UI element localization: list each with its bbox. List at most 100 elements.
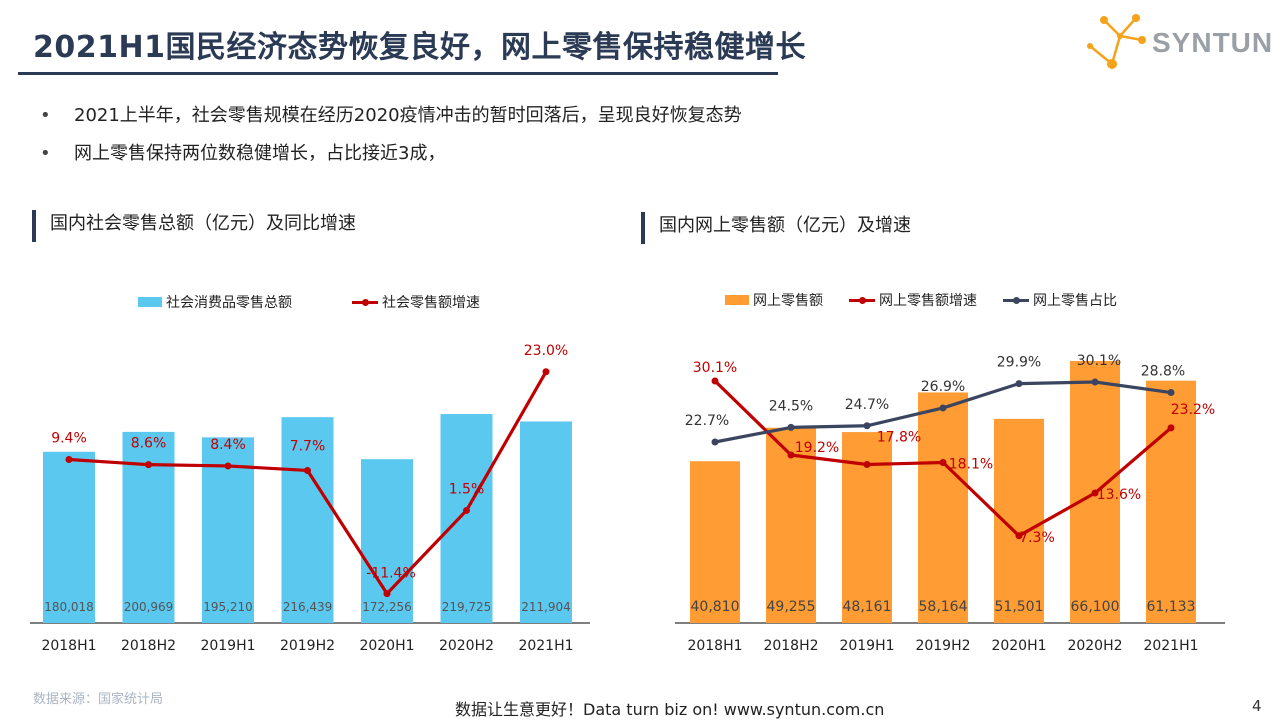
bar: [1146, 380, 1196, 623]
line-value-label: 24.7%: [845, 397, 889, 413]
x-tick-label: 2018H2: [763, 638, 818, 654]
line-value-label: 19.2%: [795, 440, 839, 456]
line-value-label: 26.9%: [921, 379, 965, 395]
x-tick-label: 2020H1: [359, 638, 414, 654]
bullet-marker: •: [40, 105, 51, 126]
line-point: [224, 462, 232, 470]
bar-value-label: 48,161: [843, 599, 892, 615]
bullet-text: 网上零售保持两位数稳健增长，占比接近3成，: [74, 143, 446, 164]
bar-value-label: 49,255: [767, 599, 816, 615]
line-point: [1015, 532, 1023, 540]
bar: [440, 414, 493, 623]
x-tick-label: 2020H2: [439, 638, 494, 654]
line-point: [787, 423, 795, 431]
x-tick-label: 2020H1: [991, 638, 1046, 654]
line-point: [863, 422, 871, 430]
line-point: [542, 368, 550, 376]
legend-swatch: [1003, 296, 1029, 304]
bar-value-label: 219,725: [442, 600, 492, 614]
line-point: [145, 461, 152, 469]
bar: [43, 451, 95, 623]
line-point: [383, 590, 391, 598]
bullet-text: 2021上半年，社会零售规模在经历2020疫情冲击的暂时回落后，呈现良好恢复态势: [74, 105, 742, 126]
line-value-label: 9.4%: [51, 431, 87, 447]
legend-label: 社会消费品零售总额: [166, 295, 292, 311]
line-value-label: 30.1%: [1077, 353, 1121, 369]
line-value-label: 1.5%: [449, 481, 485, 497]
line-value-label: 23.0%: [524, 343, 568, 359]
bar: [281, 417, 334, 623]
legend-swatch: [725, 295, 749, 305]
line-point: [1015, 380, 1023, 388]
bar-value-label: 172,256: [362, 600, 412, 614]
syntun-logo: SYNTUN: [1086, 12, 1272, 74]
line-point: [1167, 424, 1175, 432]
page-title: 2021H1国民经济态势恢复良好，网上零售保持稳健增长: [33, 30, 806, 65]
bar-value-label: 61,133: [1147, 599, 1196, 615]
x-tick-label: 2018H1: [41, 638, 96, 654]
bar-value-label: 51,501: [995, 599, 1044, 615]
legend-item: 网上零售额增速: [849, 290, 977, 310]
line-value-label: -11.4%: [366, 566, 416, 582]
line-value-label: 30.1%: [693, 360, 737, 376]
line-value-label: 13.6%: [1097, 487, 1141, 503]
bar-value-label: 180,018: [44, 600, 94, 614]
line-point: [939, 458, 947, 466]
bullet-item: • 2021上半年，社会零售规模在经历2020疫情冲击的暂时回落后，呈现良好恢复态…: [40, 103, 742, 141]
bar-value-label: 195,210: [203, 600, 253, 614]
legend-item: 社会消费品零售总额: [138, 292, 292, 312]
online-retail-chart: 40,810 2018H1 49,255 2018H2 48,161 2019H1 58,1…: [675, 353, 1225, 654]
legend-swatch: [352, 298, 378, 306]
legend-label: 网上零售额: [753, 293, 823, 309]
legend-swatch: [849, 296, 875, 304]
x-tick-label: 2019H2: [915, 638, 970, 654]
x-tick-label: 2019H1: [839, 638, 894, 654]
title-underline: [18, 72, 778, 75]
x-tick-label: 2020H2: [1067, 638, 1122, 654]
data-source: 数据来源：国家统计局: [33, 692, 164, 707]
line-value-label: 29.9%: [997, 355, 1041, 371]
bar-value-label: 211,904: [521, 600, 571, 614]
bullet-list: • 2021上半年，社会零售规模在经历2020疫情冲击的暂时回落后，呈现良好恢复态…: [40, 103, 742, 179]
bar: [122, 431, 175, 623]
x-tick-label: 2021H1: [1143, 638, 1198, 654]
legend-label: 社会零售额增速: [382, 295, 480, 311]
line-point: [711, 438, 719, 446]
bar: [918, 392, 968, 623]
line-value-label: 23.2%: [1171, 402, 1215, 418]
bar-value-label: 58,164: [919, 599, 968, 615]
logo-text: SYNTUN: [1152, 27, 1274, 58]
right-chart-legend: 网上零售额 网上零售额增速 网上零售占比: [725, 290, 1117, 310]
bar: [690, 461, 740, 623]
line-value-label: 22.7%: [685, 413, 729, 429]
line-point: [1167, 389, 1175, 397]
line-value-label: 7.3%: [1019, 530, 1055, 546]
legend-swatch: [138, 297, 162, 307]
legend-label: 网上零售占比: [1033, 293, 1117, 309]
line-point: [711, 377, 719, 385]
x-tick-label: 2019H1: [200, 638, 255, 654]
line-value-label: 18.1%: [949, 456, 993, 472]
molecule-logo-icon: [1087, 14, 1146, 69]
bullet-item: • 网上零售保持两位数稳健增长，占比接近3成，: [40, 141, 742, 179]
line-value-label: 7.7%: [290, 438, 326, 454]
legend-item: 网上零售占比: [1003, 290, 1117, 310]
line-value-label: 17.8%: [877, 430, 921, 446]
line-point: [463, 506, 470, 514]
retail-total-chart: 180,018 2018H1 200,969 2018H2 195,210 2019H1 2…: [30, 343, 590, 654]
left-chart-title: 国内社会零售总额（亿元）及同比增速: [32, 210, 356, 242]
bar: [520, 421, 572, 623]
line-value-label: 8.4%: [210, 437, 246, 453]
legend-label: 网上零售额增速: [879, 293, 977, 309]
bar: [361, 459, 413, 623]
right-chart-title: 国内网上零售额（亿元）及增速: [641, 212, 911, 244]
footer-slogan: 数据让生意更好！Data turn biz on! www.syntun.com…: [455, 700, 885, 719]
line-value-label: 24.5%: [769, 398, 813, 414]
x-tick-label: 2021H1: [518, 638, 573, 654]
legend-item: 社会零售额增速: [352, 292, 480, 312]
line-point: [65, 456, 73, 463]
line-point: [787, 451, 795, 459]
x-tick-label: 2019H2: [280, 638, 335, 654]
bar: [766, 427, 816, 623]
bar-value-label: 40,810: [691, 599, 740, 615]
